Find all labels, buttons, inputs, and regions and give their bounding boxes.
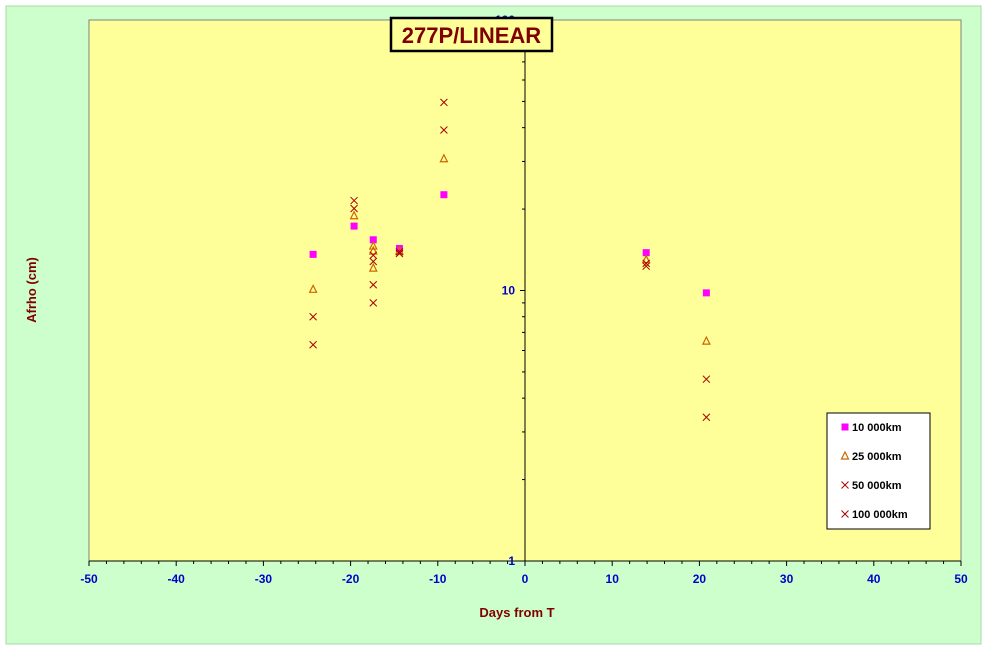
data-point-series-2	[308, 283, 318, 293]
x-tick-label: 40	[867, 572, 881, 586]
data-point-series-1	[395, 244, 403, 252]
x-marker-stroke	[309, 312, 317, 321]
y-tick-label: 10	[502, 284, 516, 298]
x-marker-stroke	[395, 249, 404, 258]
data-markers	[308, 98, 711, 422]
legend-label-4: 100 000km	[852, 509, 908, 521]
data-point-series-3	[350, 204, 358, 213]
y-tick-label: 1	[508, 554, 515, 568]
data-point-series-3	[642, 259, 651, 268]
data-point-series-4	[702, 413, 711, 422]
x-tick-label: 30	[780, 572, 794, 586]
data-point-series-3	[395, 247, 404, 256]
data-point-series-2	[701, 335, 711, 345]
x-marker-stroke	[702, 375, 711, 384]
data-point-series-1	[309, 250, 317, 258]
data-point-series-1	[440, 191, 448, 199]
x-marker-stroke	[440, 126, 448, 134]
x-marker-stroke	[350, 204, 358, 213]
data-point-series-4	[395, 249, 404, 258]
legend: 10 000km 25 000km 50 000km 100 000km	[826, 412, 931, 530]
x-tick-label: -40	[168, 572, 186, 586]
x-marker-stroke	[309, 340, 317, 349]
x-marker-stroke	[369, 257, 378, 266]
legend-label-3: 50 000km	[852, 480, 902, 492]
data-point-series-1	[642, 249, 650, 257]
x-tick-labels: -50 -40 -30 -20 -10 0 10 20 30 40 50	[80, 572, 968, 586]
data-point-series-4	[642, 262, 651, 271]
data-point-series-3	[440, 126, 448, 134]
x-axis-title: Days from T	[479, 605, 554, 620]
x-marker-stroke	[841, 510, 849, 518]
x-tick-label: 50	[954, 572, 968, 586]
x-tick-label: -30	[255, 572, 273, 586]
data-point-series-2	[349, 210, 359, 220]
legend-marker-4	[841, 510, 849, 518]
x-tick-label: -10	[429, 572, 447, 586]
data-point-series-4	[440, 98, 448, 107]
x-tick-label: 10	[606, 572, 620, 586]
x-tick-label: 20	[693, 572, 707, 586]
data-point-series-4	[369, 257, 378, 266]
data-point-series-2	[368, 240, 378, 250]
data-point-series-3	[702, 375, 711, 384]
x-tick-label: -20	[342, 572, 360, 586]
data-point-series-2	[439, 153, 449, 163]
data-point-series-4	[309, 340, 317, 349]
x-marker-stroke	[369, 251, 378, 260]
data-point-series-2	[368, 262, 378, 272]
data-point-series-4	[350, 196, 358, 205]
legend-marker-3	[841, 481, 849, 489]
legend-marker-2	[840, 450, 850, 460]
chart-title: 277P/LINEAR	[402, 23, 541, 48]
x-marker-stroke	[440, 98, 448, 107]
data-point-series-4	[369, 299, 378, 307]
data-point-series-3	[309, 312, 317, 321]
data-point-series-3	[369, 251, 378, 260]
data-point-series-1	[702, 289, 710, 297]
x-tick-label: -50	[80, 572, 98, 586]
x-marker-stroke	[369, 299, 378, 307]
x-marker-stroke	[395, 247, 404, 256]
legend-label-1: 10 000km	[852, 422, 902, 434]
x-tick-label: 0	[522, 572, 529, 586]
x-marker-stroke	[350, 196, 358, 205]
x-marker-stroke	[642, 262, 651, 271]
data-point-series-1	[369, 236, 377, 244]
x-marker-stroke	[841, 481, 849, 489]
data-point-series-2	[368, 245, 378, 255]
legend-box	[826, 412, 931, 530]
legend-marker-1	[841, 423, 849, 431]
y-axis-title: Afrho (cm)	[24, 257, 39, 323]
x-marker-stroke	[702, 413, 711, 422]
data-point-series-3	[369, 280, 378, 289]
legend-label-2: 25 000km	[852, 451, 902, 463]
title-box	[389, 16, 554, 53]
x-marker-stroke	[369, 280, 378, 289]
axes	[88, 19, 962, 566]
x-marker-stroke	[642, 259, 651, 268]
data-point-series-1	[350, 222, 358, 230]
